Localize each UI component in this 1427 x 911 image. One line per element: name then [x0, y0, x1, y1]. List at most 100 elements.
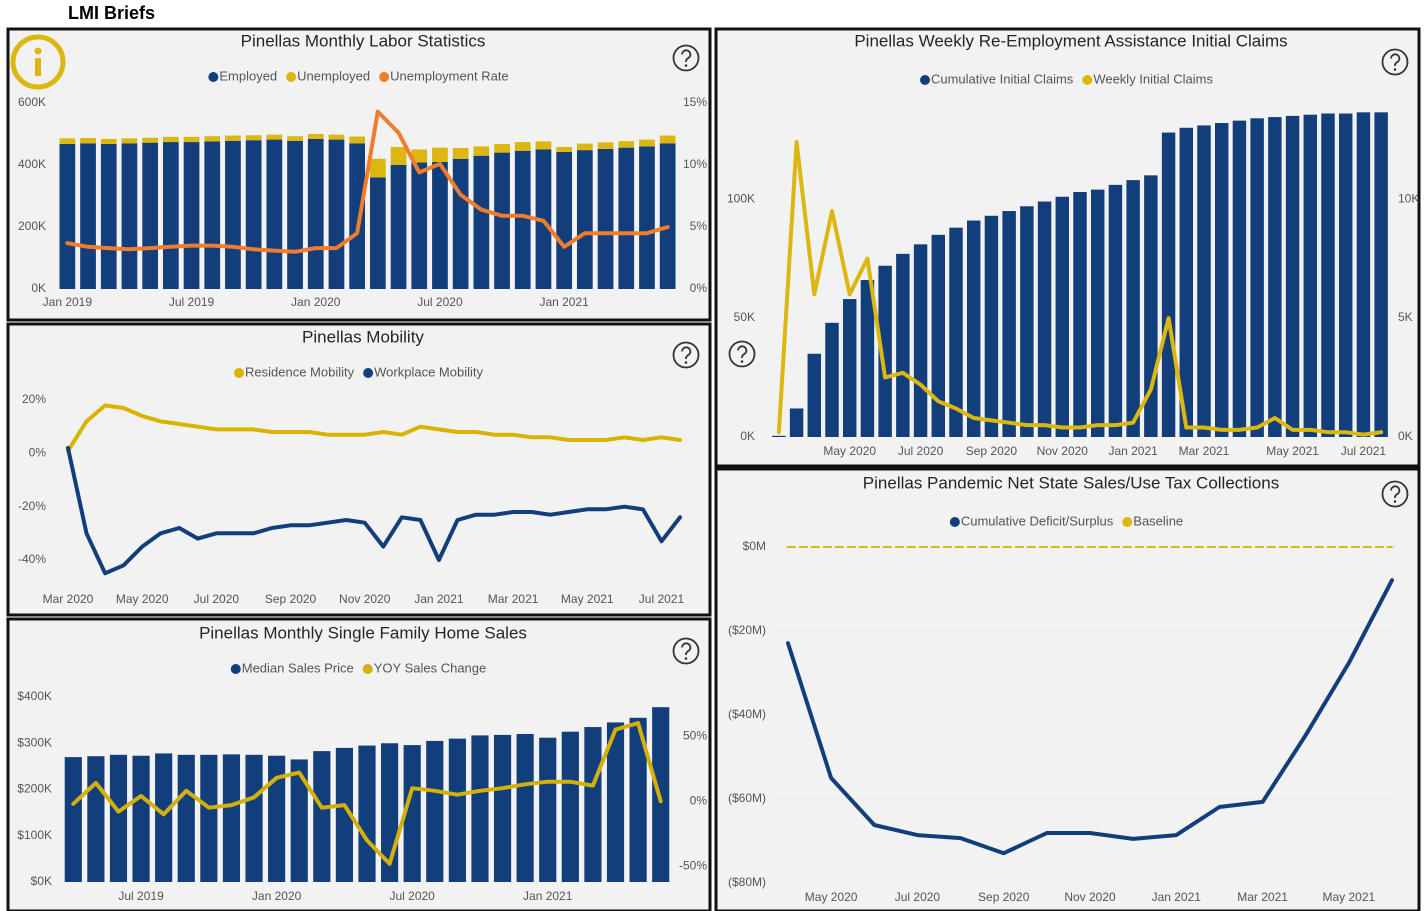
- legend-swatch: [1082, 75, 1093, 85]
- chart-title: Pinellas Pandemic Net State Sales/Use Ta…: [863, 473, 1279, 492]
- bar: [64, 757, 82, 882]
- x-tick-label: Jul 2020: [389, 889, 435, 903]
- bar: [369, 177, 386, 289]
- bar: [789, 408, 804, 437]
- y-tick-label: 600K: [18, 95, 46, 109]
- bar: [390, 165, 407, 289]
- bar: [225, 140, 241, 289]
- x-tick-label: Jul 2021: [1341, 444, 1387, 458]
- line: [786, 578, 1394, 856]
- x-tick-label: Jul 2019: [118, 889, 164, 903]
- bar: [162, 142, 179, 289]
- x-tick-label: Mar 2021: [1237, 890, 1288, 904]
- bar: [349, 143, 366, 289]
- bar: [328, 134, 345, 140]
- bar: [142, 142, 159, 289]
- bar: [200, 754, 218, 882]
- bar: [390, 147, 407, 165]
- bar: [576, 150, 593, 289]
- bar: [1268, 117, 1282, 437]
- info-icon[interactable]: [10, 34, 66, 90]
- help-icon[interactable]: [672, 637, 700, 665]
- y-tick-label: $400K: [17, 689, 52, 703]
- bar: [913, 244, 928, 437]
- bar: [245, 140, 262, 289]
- legend-label: Unemployment Rate: [390, 68, 509, 83]
- help-icon[interactable]: [1381, 480, 1409, 508]
- help-icons: [672, 44, 1409, 665]
- legend-swatch: [1122, 517, 1133, 527]
- chart-title: Pinellas Monthly Labor Statistics: [241, 31, 486, 50]
- bar: [100, 138, 117, 144]
- bar: [639, 146, 655, 289]
- x-tick-label: Jan 2019: [43, 295, 93, 309]
- help-circle: [672, 44, 700, 72]
- bar: [1090, 189, 1105, 437]
- bar: [335, 747, 353, 882]
- y2-tick-label: 50%: [683, 728, 707, 742]
- bar: [287, 136, 303, 141]
- bar: [659, 135, 676, 144]
- y-tick-label: $0M: [743, 539, 766, 553]
- line: [65, 109, 670, 254]
- line: [66, 446, 682, 576]
- bar: [1197, 125, 1211, 438]
- bar: [142, 137, 159, 143]
- x-tick-label: May 2020: [823, 444, 876, 458]
- bar: [121, 138, 138, 144]
- x-tick-label: Jan 2021: [523, 889, 573, 903]
- bar: [618, 141, 635, 148]
- y-tick-label: 50K: [734, 310, 755, 324]
- bar: [290, 759, 308, 882]
- help-icon[interactable]: [672, 44, 700, 72]
- bar: [245, 754, 263, 882]
- line: [776, 140, 1384, 437]
- bar: [87, 756, 105, 882]
- help-icon[interactable]: [1381, 48, 1409, 76]
- bar: [825, 322, 839, 437]
- legend-label: Residence Mobility: [245, 364, 355, 379]
- legend-swatch: [363, 368, 374, 378]
- y-tick-label: $100K: [17, 828, 52, 842]
- bar: [639, 139, 655, 147]
- bar: [1002, 211, 1016, 437]
- bar: [411, 149, 428, 163]
- legend-swatch: [949, 517, 960, 527]
- help-icon[interactable]: [728, 340, 756, 368]
- bar: [473, 155, 490, 289]
- bar: [59, 138, 76, 144]
- y2-tick-label: 0%: [690, 281, 708, 295]
- x-tick-label: May 2021: [1266, 444, 1319, 458]
- legend-label: Workplace Mobility: [374, 364, 483, 379]
- y-tick-label: 0%: [29, 446, 47, 460]
- bar: [266, 139, 283, 289]
- bar: [80, 138, 96, 144]
- legend-swatch: [230, 664, 241, 674]
- y2-tick-label: 0K: [1398, 429, 1413, 443]
- bar: [556, 147, 573, 152]
- bar: [349, 136, 366, 144]
- bar: [1037, 201, 1052, 437]
- chart-title: Pinellas Mobility: [302, 327, 424, 346]
- help-dot: [1393, 500, 1397, 503]
- bar: [1374, 112, 1388, 437]
- bar: [411, 162, 428, 289]
- bar: [155, 753, 173, 882]
- x-tick-label: Sep 2020: [978, 890, 1030, 904]
- line: [66, 403, 682, 453]
- bar: [183, 142, 200, 289]
- bar: [949, 227, 963, 437]
- y-tick-label: 20%: [22, 392, 46, 406]
- x-tick-label: Jul 2020: [895, 890, 941, 904]
- bar: [556, 151, 573, 289]
- bar: [1161, 132, 1176, 438]
- help-icon[interactable]: [672, 341, 700, 369]
- help-dot: [684, 361, 688, 364]
- x-tick-label: Jan 2021: [1108, 444, 1158, 458]
- x-tick-label: Jul 2021: [639, 592, 685, 606]
- bar: [100, 143, 117, 289]
- bar: [222, 754, 241, 882]
- y-tick-label: 100K: [727, 191, 755, 205]
- bar: [606, 722, 625, 882]
- bar: [576, 143, 593, 151]
